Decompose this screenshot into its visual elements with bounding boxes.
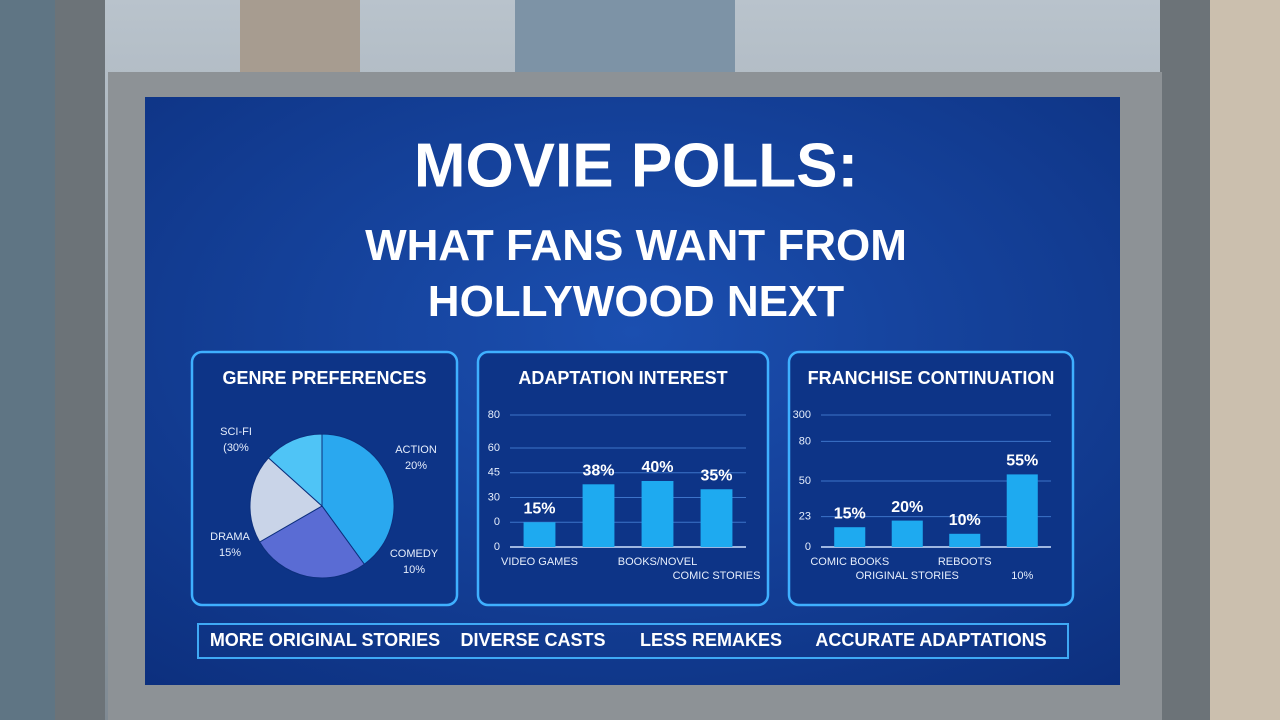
- bar: [700, 489, 733, 547]
- x-tick-label: BOOKS/NOVEL: [618, 556, 697, 568]
- y-tick-label: 0: [494, 541, 500, 553]
- building-top: [515, 0, 735, 72]
- bar: [1006, 474, 1038, 547]
- x-tick-label: COMIC BOOKS: [810, 556, 889, 568]
- bar: [949, 533, 981, 547]
- y-tick-label: 80: [488, 409, 500, 421]
- value-label: 40%: [641, 459, 673, 476]
- x-tick-label: REBOOTS: [938, 556, 992, 568]
- slice-label: DRAMA: [210, 531, 250, 543]
- value-label: 20%: [891, 499, 923, 516]
- pie-slice: [249, 457, 323, 543]
- footer-item: MORE ORIGINAL STORIES: [210, 630, 440, 650]
- slice-label: ACTION: [395, 444, 437, 456]
- value-label: 35%: [700, 467, 732, 484]
- value-label: 55%: [1006, 453, 1038, 470]
- slice-value-label: 20%: [405, 460, 427, 472]
- y-tick-label: 50: [799, 475, 811, 487]
- x-tick-label: COMIC STORIES: [673, 570, 761, 582]
- bar: [641, 481, 674, 547]
- building-right: [1210, 0, 1280, 720]
- building-top: [240, 0, 360, 72]
- footer-item: DIVERSE CASTS: [460, 630, 605, 650]
- slice-value-label: 15%: [219, 547, 241, 559]
- pillar: [1160, 0, 1210, 720]
- y-tick-label: 0: [494, 516, 500, 528]
- footer-box: [197, 623, 1069, 659]
- bar: [523, 522, 556, 547]
- x-tick-label: 10%: [1011, 570, 1033, 582]
- slice-label: COMEDY: [390, 548, 439, 560]
- bar: [891, 520, 923, 547]
- title: MOVIE POLLS:: [414, 131, 858, 200]
- y-tick-label: 45: [488, 467, 500, 479]
- y-tick-label: 60: [488, 442, 500, 454]
- slice-value-label: (30%: [223, 442, 249, 454]
- value-label: 38%: [582, 463, 614, 480]
- bar: [582, 484, 615, 547]
- bar: [834, 527, 866, 547]
- footer-item: LESS REMAKES: [640, 630, 782, 650]
- x-tick-label: ORIGINAL STORIES: [856, 570, 959, 582]
- pie-slice: [258, 505, 366, 579]
- value-label: 10%: [949, 512, 981, 529]
- pie-slice: [267, 433, 323, 508]
- value-label: 15%: [523, 500, 555, 517]
- x-tick-label: VIDEO GAMES: [501, 556, 578, 568]
- subtitle: WHAT FANS WANT FROM HOLLYWOOD NEXT: [365, 221, 907, 326]
- y-tick-label: 23: [799, 511, 811, 523]
- chart-title: FRANCHISE CONTINUATION: [808, 368, 1055, 388]
- footer-item: ACCURATE ADAPTATIONS: [815, 630, 1046, 650]
- value-label: 15%: [834, 505, 866, 522]
- chart-title: ADAPTATION INTEREST: [518, 368, 727, 388]
- slice-label: SCI-FI: [220, 426, 252, 438]
- y-tick-label: 80: [799, 435, 811, 447]
- slice-value-label: 10%: [403, 564, 425, 576]
- pie-slice: [321, 433, 395, 565]
- y-tick-label: 0: [805, 541, 811, 553]
- pillar: [55, 0, 105, 720]
- chart-title: GENRE PREFERENCES: [222, 368, 426, 388]
- y-tick-label: 30: [488, 491, 500, 503]
- building-left: [0, 0, 55, 720]
- y-tick-label: 300: [793, 409, 811, 421]
